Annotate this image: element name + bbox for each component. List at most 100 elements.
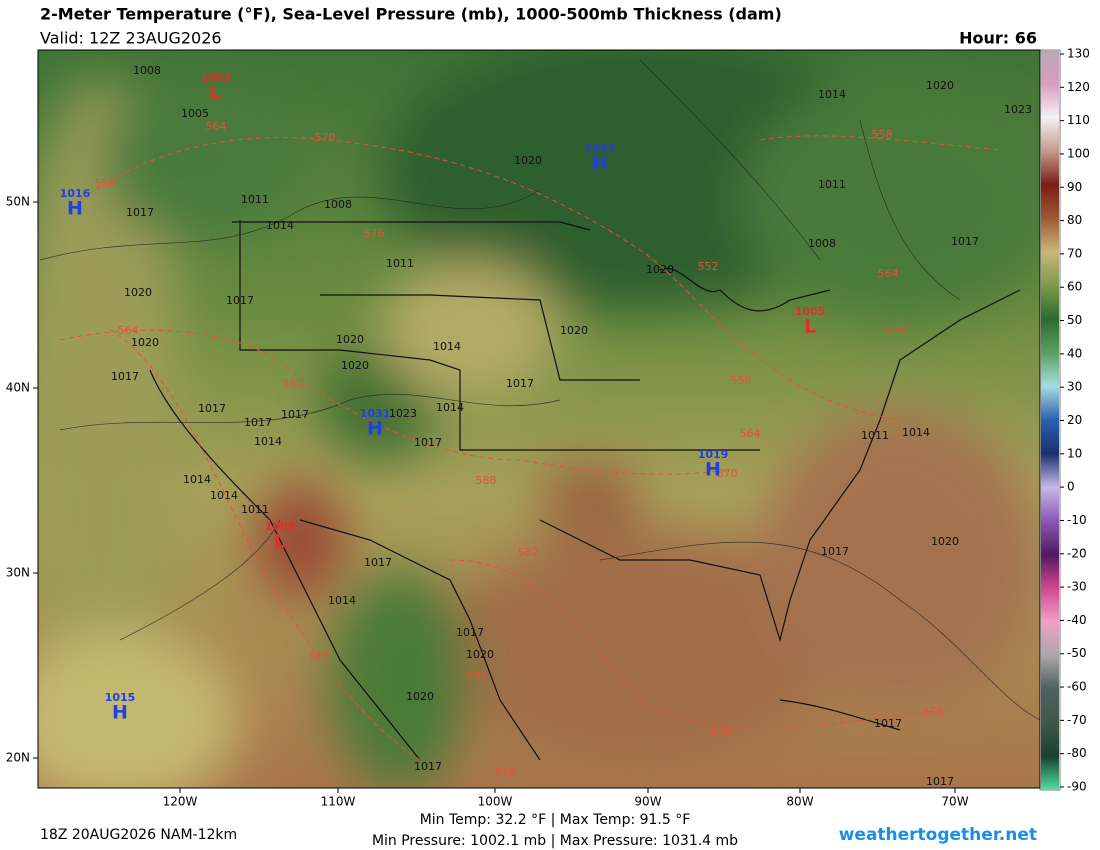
pressure-center-value: 1005 xyxy=(795,305,826,318)
isobar-label: 1014 xyxy=(433,340,461,353)
thickness-label: 570 xyxy=(315,131,336,144)
isobar-label: 1020 xyxy=(931,535,959,548)
lat-label: 40N xyxy=(6,381,30,395)
isobar-label: 1020 xyxy=(514,154,542,167)
isobar-label: 1020 xyxy=(926,79,954,92)
thickness-label: 558 xyxy=(731,374,752,387)
thickness-label: 588 xyxy=(476,474,497,487)
pressure-center-value: 1022 xyxy=(585,142,616,155)
thickness-label: 576 xyxy=(495,766,516,779)
colorbar-label: -80 xyxy=(1067,746,1087,760)
isobar-label: 1014 xyxy=(902,426,930,439)
isobar-label: 1017 xyxy=(951,235,979,248)
forecast-hour: Hour: 66 xyxy=(959,29,1037,48)
isobar-label: 1014 xyxy=(183,473,211,486)
colorbar-label: -10 xyxy=(1067,513,1087,527)
colorbar-label: 110 xyxy=(1067,113,1090,127)
isobar-label: 1008 xyxy=(133,64,161,77)
pressure-center-value: 1015 xyxy=(105,691,136,704)
isobar-label: 1017 xyxy=(226,294,254,307)
isobar-label: 1017 xyxy=(244,416,272,429)
isobar-label: 1017 xyxy=(506,377,534,390)
pressure-center-letter: H xyxy=(592,153,608,175)
colorbar-label: 100 xyxy=(1067,146,1090,160)
colorbar-label: 0 xyxy=(1067,480,1075,494)
model-run: 18Z 20AUG2026 NAM-12km xyxy=(40,827,237,843)
isobar-label: 1020 xyxy=(124,286,152,299)
colorbar-label: 20 xyxy=(1067,413,1082,427)
isobar-label: 1014 xyxy=(254,435,282,448)
colorbar-label: 10 xyxy=(1067,446,1082,460)
pressure-center-letter: H xyxy=(367,418,383,440)
pressure-center-value: 1031 xyxy=(360,407,391,420)
isobar-label: 1017 xyxy=(281,408,309,421)
pressure-center-letter: H xyxy=(67,198,83,220)
thickness-label: 570 xyxy=(886,323,907,336)
isobar-label: 1017 xyxy=(926,775,954,788)
isobar-label: 1017 xyxy=(874,717,902,730)
isobar-label: 1020 xyxy=(406,690,434,703)
thickness-label: 570 xyxy=(717,467,738,480)
colorbar xyxy=(1041,50,1059,790)
pressure-center-letter: L xyxy=(804,316,816,338)
lat-label: 50N xyxy=(6,195,30,209)
isobar-label: 1014 xyxy=(818,88,846,101)
thickness-label: 552 xyxy=(698,260,719,273)
isobar-label: 1011 xyxy=(818,178,846,191)
colorbar-label: 80 xyxy=(1067,213,1082,227)
isobar-label: 1020 xyxy=(336,333,364,346)
thickness-label: 564 xyxy=(740,427,761,440)
colorbar-label: 90 xyxy=(1067,180,1082,194)
colorbar-label: -40 xyxy=(1067,613,1087,627)
lon-label: 80W xyxy=(786,795,813,809)
thickness-label: 576 xyxy=(467,670,488,683)
isobars xyxy=(39,59,1040,721)
pressure-center-letter: L xyxy=(274,531,286,553)
lat-label: 20N xyxy=(6,751,30,765)
thickness-lines xyxy=(59,135,1001,761)
isobar-label: 1020 xyxy=(341,359,369,372)
colorbar-label: -90 xyxy=(1067,780,1087,794)
pressure-center-value: 1019 xyxy=(698,448,729,461)
isobar-label: 1020 xyxy=(646,263,674,276)
map-area xyxy=(38,50,1040,788)
thickness-label: 582 xyxy=(518,546,539,559)
isobar-label: 1014 xyxy=(210,489,238,502)
isobar-label: 1017 xyxy=(198,402,226,415)
isobar-label: 1017 xyxy=(821,545,849,558)
isobar-label: 1020 xyxy=(560,324,588,337)
isobar-label: 1017 xyxy=(364,556,392,569)
isobar-label: 1014 xyxy=(436,401,464,414)
pressure-center-letter: H xyxy=(705,459,721,481)
isobar-label: 1014 xyxy=(328,594,356,607)
colorbar-label: -50 xyxy=(1067,646,1087,660)
valid-time: Valid: 12Z 23AUG2026 xyxy=(40,29,222,48)
isobar-label: 1008 xyxy=(808,237,836,250)
isobar-label: 1011 xyxy=(241,503,269,516)
pressure-center-value: 1003 xyxy=(200,71,231,84)
lat-label: 30N xyxy=(6,566,30,580)
pressure-center-value: 1008 xyxy=(265,520,296,533)
lon-label: 110W xyxy=(321,795,356,809)
thickness-label: 564 xyxy=(206,120,227,133)
pressure-center-letter: H xyxy=(112,702,128,724)
colorbar-label: -70 xyxy=(1067,713,1087,727)
isobar-label: 1011 xyxy=(386,257,414,270)
thickness-label: 558 xyxy=(95,177,116,190)
isobar-label: 1014 xyxy=(266,219,294,232)
colorbar-label: 40 xyxy=(1067,346,1082,360)
lon-label: 100W xyxy=(478,795,513,809)
lon-label: 70W xyxy=(941,795,968,809)
thickness-label: 576 xyxy=(923,705,944,718)
isobar-label: 1011 xyxy=(861,429,889,442)
colorbar-label: 60 xyxy=(1067,280,1082,294)
isobar-label: 1017 xyxy=(126,206,154,219)
isobar-label: 1017 xyxy=(414,760,442,773)
isobar-label: 1020 xyxy=(466,648,494,661)
temperature-range: Min Temp: 32.2 °F | Max Temp: 91.5 °F xyxy=(420,812,691,828)
isobar-label: 1008 xyxy=(324,198,352,211)
pressure-center-letter: L xyxy=(209,82,221,104)
isobar-label: 1023 xyxy=(1004,103,1032,116)
temperature-field xyxy=(38,50,1040,788)
